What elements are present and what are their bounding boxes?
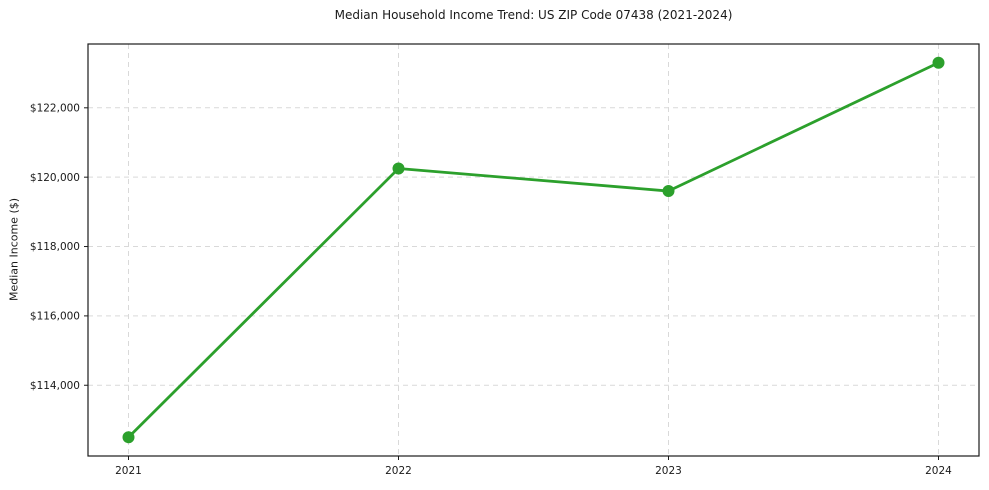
grid-layer <box>88 44 979 456</box>
x-tick-label: 2024 <box>925 465 952 477</box>
y-tick-label: $114,000 <box>30 380 80 392</box>
data-point-marker <box>932 56 945 69</box>
trend-line <box>127 61 940 439</box>
x-tick-label: 2022 <box>385 465 412 477</box>
data-point-marker <box>662 185 675 198</box>
x-tick-label: 2023 <box>655 465 682 477</box>
chart-title: Median Household Income Trend: US ZIP Co… <box>334 8 733 22</box>
data-point-marker <box>392 162 405 175</box>
y-tick-label: $120,000 <box>30 172 80 184</box>
data-point-marker <box>122 431 135 444</box>
y-tick-label: $122,000 <box>30 102 80 114</box>
plot-border <box>87 43 980 457</box>
y-tick-label: $116,000 <box>30 311 80 323</box>
axis-layer: $114,000 $116,000 $118,000 $120,000 $122,000… <box>30 43 980 477</box>
y-tick-label: $118,000 <box>30 241 80 253</box>
income-trend-series <box>122 56 945 444</box>
x-tick-label: 2021 <box>115 465 142 477</box>
